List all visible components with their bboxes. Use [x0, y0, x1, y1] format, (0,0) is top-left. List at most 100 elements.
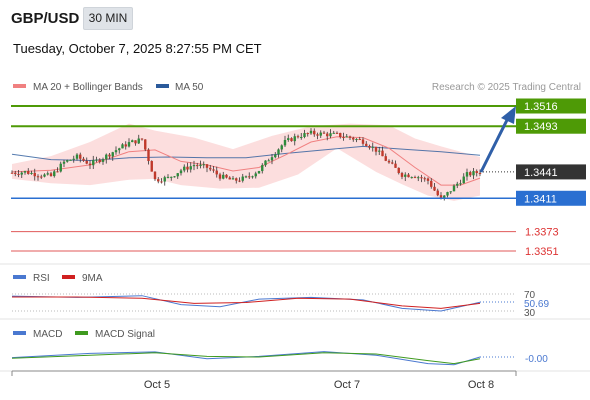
candle-body [53, 171, 56, 177]
candle-body [108, 154, 111, 157]
macd-signal-legend-swatch [75, 331, 88, 335]
candle-body [280, 145, 283, 150]
candle-body [371, 146, 374, 148]
candle-body [75, 154, 79, 159]
candle-body [147, 149, 150, 162]
candle-body [436, 190, 439, 196]
candle-body [14, 172, 17, 174]
candle-body [381, 150, 384, 157]
macd-legend-swatch [13, 331, 26, 335]
rsi-ma-line [12, 296, 481, 309]
support-label: 1.3411 [524, 193, 557, 205]
symbol-title: GBP/USD [11, 10, 80, 27]
candle-body [140, 138, 144, 140]
candle-body [215, 170, 218, 175]
candle-body [92, 159, 95, 166]
candle-body [339, 132, 342, 138]
candle-body [205, 164, 209, 168]
candle-body [111, 152, 114, 157]
candle-body [157, 179, 160, 182]
x-axis-tick-oct7: Oct 7 [334, 379, 360, 391]
candle-body [62, 161, 66, 164]
candle-body [384, 156, 387, 161]
support-label-box [516, 190, 586, 206]
macd-signal-line [11, 352, 481, 365]
rsi-level-70-label: 70 [524, 290, 536, 301]
candle-body [478, 173, 482, 175]
candle-body [231, 178, 235, 180]
macd-legend-label: MACD [33, 329, 62, 340]
rsi-legend-swatch [13, 275, 26, 279]
projection-arrowhead [501, 106, 516, 124]
rsi-value-label: 50.69 [524, 299, 549, 310]
candle-body [72, 158, 75, 160]
datetime-label: Tuesday, October 7, 2025 8:27:55 PM CET [13, 41, 262, 56]
candle-body [10, 172, 14, 174]
candle-body [248, 176, 251, 178]
candle-body [254, 173, 257, 177]
candle-body [475, 171, 478, 174]
candle-body [387, 160, 391, 163]
candle-body [228, 177, 231, 180]
resistance-label: 1.3516 [524, 101, 558, 113]
candle-body [465, 172, 469, 177]
candle-body [293, 136, 296, 142]
candle-body [456, 183, 459, 186]
bollinger-band [12, 123, 480, 201]
candle-body [114, 150, 118, 153]
candle-body [222, 174, 225, 179]
candle-body [121, 144, 124, 149]
candle-body [49, 173, 53, 177]
legend-label-ma20: MA 20 + Bollinger Bands [33, 82, 143, 93]
candle-body [124, 144, 127, 147]
candle-body [163, 177, 166, 182]
candle-body [20, 172, 23, 175]
candle-body [290, 138, 293, 142]
candle-body [449, 191, 452, 193]
candle-body [365, 143, 368, 146]
candle-body [209, 167, 212, 170]
candle-body [283, 139, 287, 146]
rsi-line [11, 295, 481, 312]
candle-body [417, 177, 420, 179]
candle-body [88, 163, 92, 166]
candle-body [264, 160, 267, 166]
candle-body [179, 170, 183, 174]
candle-body [199, 164, 202, 166]
candle-body [306, 133, 309, 135]
candle-body [459, 183, 462, 185]
candle-body [46, 173, 49, 175]
x-axis-tick-oct8: Oct 8 [468, 379, 494, 391]
rsi-legend-label: RSI [33, 273, 50, 284]
candle-body [36, 176, 40, 178]
candle-body [300, 137, 303, 139]
candle-body [173, 176, 176, 178]
candle-body [296, 136, 300, 138]
candle-body [452, 185, 456, 192]
timeframe-badge[interactable]: 30 MIN [83, 7, 133, 30]
candle-body [374, 146, 378, 152]
candle-body [98, 159, 101, 162]
candle-body [345, 136, 348, 138]
current-price-box [516, 164, 586, 180]
candle-body [66, 160, 69, 162]
candle-body [127, 142, 131, 147]
candle-body [79, 154, 82, 159]
candle-body [17, 173, 20, 175]
candle-body [309, 130, 313, 134]
candle-body [430, 180, 433, 187]
candle-body [257, 171, 261, 174]
candle-body [335, 132, 339, 134]
candle-body [241, 176, 244, 181]
candle-body [105, 154, 108, 160]
candle-body [394, 163, 397, 168]
candle-body [348, 136, 352, 138]
candle-body [183, 166, 186, 171]
candle-body [326, 133, 329, 137]
candle-body [329, 133, 332, 137]
candle-body [316, 134, 319, 136]
candle-body [170, 176, 173, 178]
candle-body [355, 139, 358, 141]
legend-swatch-ma20 [13, 84, 26, 88]
